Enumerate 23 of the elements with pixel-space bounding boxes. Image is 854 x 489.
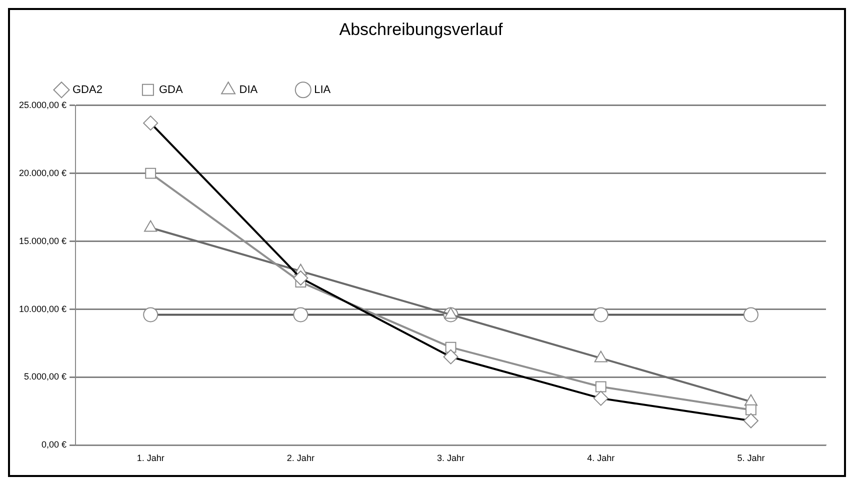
legend-label: LIA (314, 84, 332, 96)
y-tick-label: 25.000,00 € (19, 100, 67, 110)
point (743, 307, 758, 322)
point (593, 307, 608, 322)
legend-label: GDA2 (72, 84, 102, 96)
point (746, 404, 756, 416)
point (293, 307, 308, 322)
y-tick-label: 20.000,00 € (19, 168, 67, 178)
x-tick-label: 3. Jahr (437, 453, 465, 464)
point (143, 307, 158, 322)
point (595, 381, 606, 392)
x-tick-label: 2. Jahr (286, 453, 314, 464)
x-tick-label: 5. Jahr (737, 453, 765, 464)
y-tick-label: 10.000,00 € (19, 304, 67, 314)
point (145, 168, 156, 179)
y-tick-label: 0,00 € (42, 440, 67, 450)
legend-label: DIA (239, 84, 258, 96)
legend-label: GDA (158, 84, 184, 96)
x-tick-label: 4. Jahr (587, 453, 615, 464)
chart-title: Abschreibungsverlauf (339, 20, 504, 39)
y-tick-label: 5.000,00 € (24, 372, 67, 382)
x-tick-label: 1. Jahr (136, 453, 164, 464)
y-tick-label: 15.000,00 € (19, 236, 67, 246)
